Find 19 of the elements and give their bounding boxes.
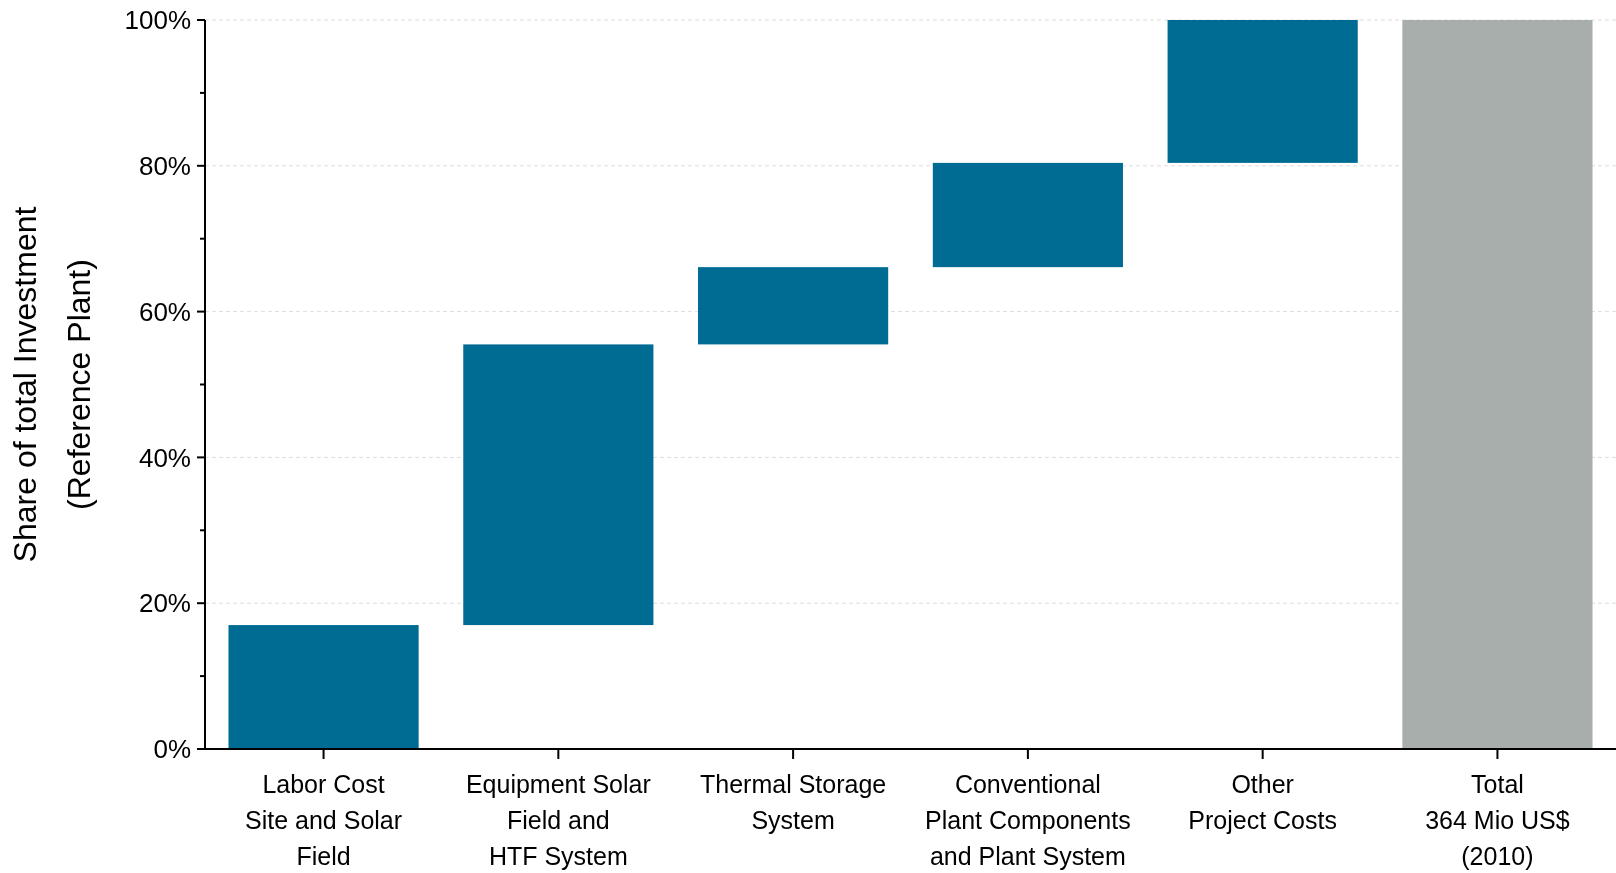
x-tick-label: Conventional Plant Components and Plant System <box>925 770 1131 870</box>
y-tick-label: 100% <box>124 5 191 36</box>
y-tick-label: 80% <box>138 150 191 181</box>
y-tick-label: 20% <box>138 588 191 619</box>
y-tick-label: 60% <box>138 296 191 327</box>
x-tick-label: Equipment Solar Field and HTF System <box>465 770 651 870</box>
y-axis-title: Share of total Investment (Reference Plant) <box>7 206 97 563</box>
x-tick-label: Thermal Storage System <box>700 770 887 834</box>
bar <box>463 344 654 626</box>
bar <box>932 162 1123 268</box>
x-tick-label: Total 364 Mio US$ (2010) <box>1425 770 1570 870</box>
bar <box>228 625 419 749</box>
y-tick-label: 40% <box>138 442 191 473</box>
x-tick-label: Other Project Costs <box>1188 770 1337 834</box>
y-tick-label: 0% <box>153 734 191 765</box>
bar <box>1167 20 1358 163</box>
bar <box>1402 20 1593 749</box>
bar <box>698 267 889 345</box>
x-tick-label: Labor Cost Site and Solar Field <box>245 770 403 870</box>
